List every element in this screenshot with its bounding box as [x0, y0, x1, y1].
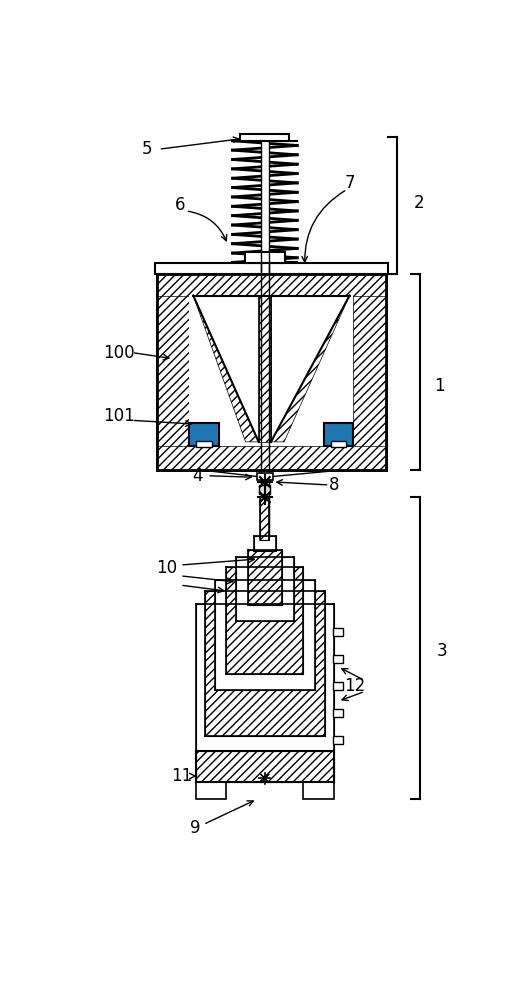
Bar [260, 485, 270, 494]
Bar [245, 252, 285, 263]
Bar [189, 423, 218, 446]
Bar [303, 782, 334, 799]
Bar [189, 296, 353, 446]
Bar [236, 557, 294, 620]
Text: 1: 1 [434, 377, 445, 395]
Text: 3: 3 [436, 642, 447, 660]
Text: 6: 6 [175, 196, 185, 214]
Bar [258, 296, 271, 442]
Bar [257, 473, 272, 480]
Text: 101: 101 [103, 407, 134, 425]
Bar [196, 604, 334, 751]
Bar [333, 709, 344, 717]
Bar [333, 682, 344, 690]
Bar [189, 423, 218, 446]
Text: 5: 5 [142, 140, 152, 158]
Bar [157, 274, 386, 296]
Bar [333, 736, 344, 744]
Text: 2: 2 [414, 194, 424, 212]
Bar [205, 591, 325, 736]
Bar [240, 134, 290, 141]
Polygon shape [271, 296, 349, 442]
Polygon shape [193, 296, 258, 442]
Bar [196, 782, 226, 799]
Bar [215, 580, 315, 690]
Bar [157, 446, 386, 470]
Text: 100: 100 [103, 344, 134, 362]
Bar [226, 567, 303, 674]
Bar [333, 628, 344, 636]
Bar [155, 263, 388, 274]
Bar [261, 137, 269, 274]
Text: 9: 9 [190, 819, 201, 837]
Text: 12: 12 [344, 677, 365, 695]
Bar [353, 274, 386, 470]
Bar [157, 274, 189, 470]
Text: 10: 10 [156, 559, 177, 577]
Bar [254, 536, 276, 551]
Text: 4: 4 [192, 467, 202, 485]
Bar [331, 441, 347, 447]
Bar [248, 550, 282, 605]
Bar [324, 423, 353, 446]
Bar [260, 497, 269, 540]
Text: 7: 7 [344, 174, 355, 192]
Bar [324, 423, 353, 446]
Bar [196, 441, 212, 447]
Bar [333, 655, 344, 663]
Bar [157, 274, 386, 470]
Text: 11: 11 [171, 767, 193, 785]
Bar [196, 751, 334, 782]
Text: 8: 8 [329, 476, 339, 494]
